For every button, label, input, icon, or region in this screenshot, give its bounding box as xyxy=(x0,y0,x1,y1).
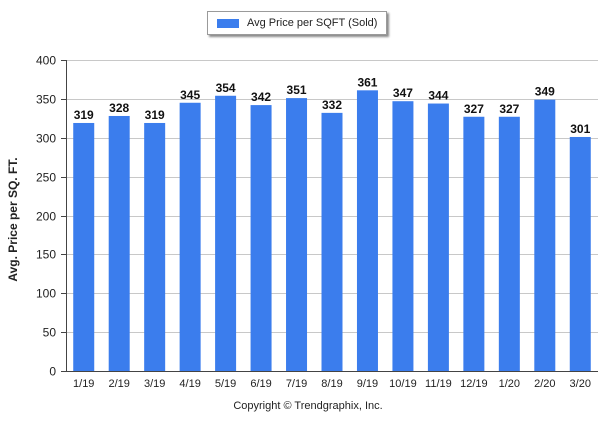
y-tick-label: 200 xyxy=(36,210,56,224)
y-tick-label: 250 xyxy=(36,171,56,185)
x-tick-label: 5/19 xyxy=(215,378,236,390)
x-tick-label: 10/19 xyxy=(389,378,417,390)
data-label: 344 xyxy=(428,89,448,103)
bar xyxy=(534,99,556,371)
x-tick-label: 1/19 xyxy=(73,378,94,390)
x-tick-label: 9/19 xyxy=(357,378,378,390)
x-tick-label: 7/19 xyxy=(286,378,307,390)
bar xyxy=(463,116,485,371)
bar xyxy=(144,122,166,371)
x-tick-label: 1/20 xyxy=(499,378,520,390)
data-label: 361 xyxy=(357,75,377,89)
x-tick-label: 12/19 xyxy=(460,378,488,390)
data-label: 319 xyxy=(74,108,94,122)
x-tick-label: 3/20 xyxy=(570,378,591,390)
data-label: 347 xyxy=(393,86,413,100)
bar xyxy=(498,116,520,371)
bar xyxy=(108,115,130,371)
bar xyxy=(250,105,272,371)
y-tick-label: 150 xyxy=(36,248,56,262)
y-tick-label: 0 xyxy=(49,365,56,379)
data-label: 351 xyxy=(287,83,307,97)
legend-label: Avg Price per SQFT (Sold) xyxy=(247,17,378,29)
x-tick-label: 2/20 xyxy=(534,378,555,390)
bar xyxy=(179,102,201,371)
bar xyxy=(286,98,308,371)
x-tick-label: 6/19 xyxy=(250,378,271,390)
y-tick-label: 350 xyxy=(36,93,56,107)
bar xyxy=(321,112,343,372)
data-label: 332 xyxy=(322,98,342,112)
x-tick-label: 8/19 xyxy=(321,378,342,390)
bar xyxy=(569,136,591,371)
y-tick-label: 300 xyxy=(36,132,56,146)
legend: Avg Price per SQFT (Sold) xyxy=(207,11,387,35)
bar xyxy=(392,101,414,372)
x-tick-label: 3/19 xyxy=(144,378,165,390)
data-label: 328 xyxy=(109,101,129,115)
x-tick-label: 2/19 xyxy=(108,378,129,390)
x-tick-label: 4/19 xyxy=(179,378,200,390)
y-tick-label: 100 xyxy=(36,287,56,301)
data-label: 349 xyxy=(535,85,555,99)
data-label: 319 xyxy=(145,108,165,122)
bar xyxy=(356,90,378,371)
bar xyxy=(215,95,237,371)
y-tick-label: 50 xyxy=(43,326,57,340)
y-tick-label: 400 xyxy=(36,54,56,68)
legend-swatch xyxy=(217,18,239,28)
data-label: 345 xyxy=(180,88,200,102)
x-tick-label: 11/19 xyxy=(425,378,452,390)
bar xyxy=(73,122,95,371)
data-label: 327 xyxy=(464,102,484,116)
data-label: 301 xyxy=(570,122,590,136)
bar xyxy=(427,103,449,371)
data-label: 342 xyxy=(251,90,271,104)
data-label: 354 xyxy=(216,81,236,95)
copyright-text: Copyright © Trendgraphix, Inc. xyxy=(233,400,383,412)
y-axis-label: Avg. Price per SQ. FT. xyxy=(6,157,20,281)
data-label: 327 xyxy=(499,102,519,116)
